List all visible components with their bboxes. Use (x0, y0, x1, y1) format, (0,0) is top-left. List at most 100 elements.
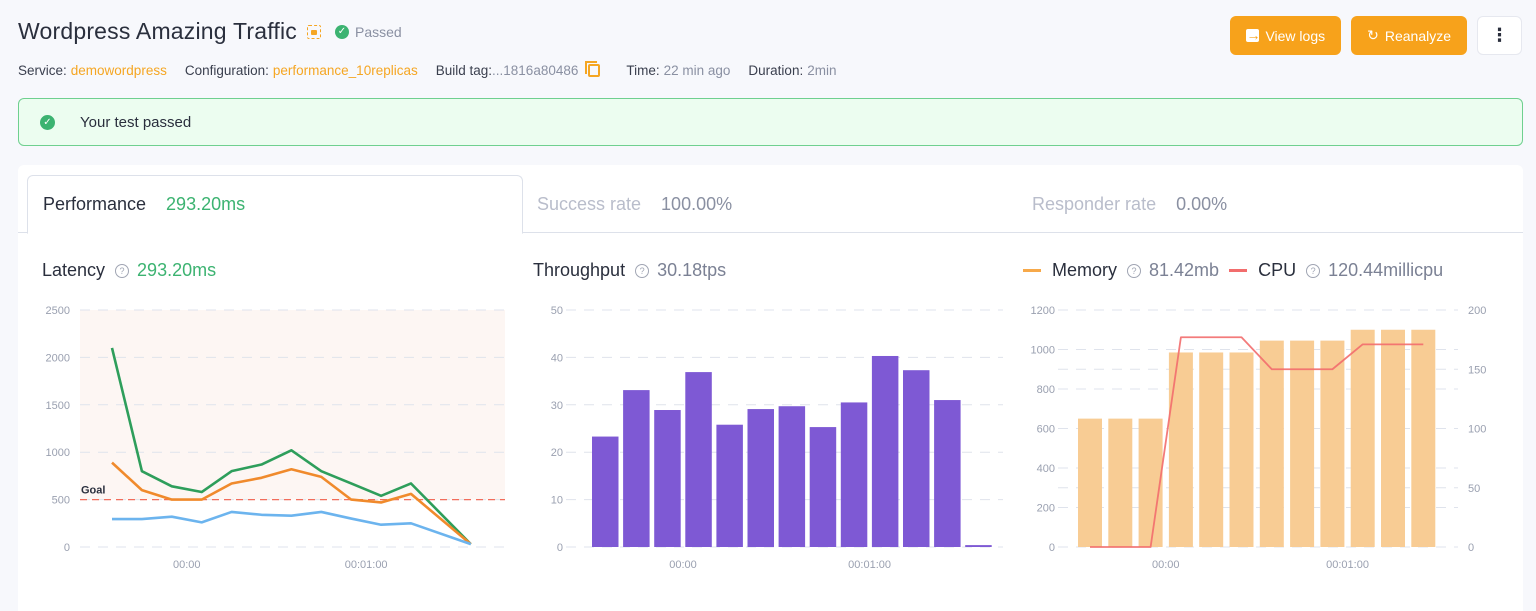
build-tag-value: ...1816a80486 (492, 63, 579, 78)
memory-bar (1381, 329, 1405, 547)
y-tick-label: 30 (551, 400, 563, 412)
alert-text: Your test passed (80, 113, 192, 131)
refresh-icon: ↻ (1367, 27, 1379, 43)
service-link[interactable]: demowordpress (70, 63, 167, 78)
series-line-p99 (110, 347, 472, 546)
tab-responder-rate[interactable]: Responder rate 0.00% (1032, 175, 1227, 233)
y-left-tick-label: 1000 (1031, 345, 1055, 357)
x-tick-label: 00:01:00 (345, 559, 388, 571)
memory-bar (1138, 418, 1163, 547)
page-title: Wordpress Amazing Traffic (18, 18, 297, 44)
throughput-bar (871, 355, 899, 547)
tab-label: Responder rate (1032, 193, 1157, 214)
help-icon[interactable]: ? (115, 263, 130, 278)
latency-header: Latency ? 293.20ms (42, 260, 216, 281)
metric-tabs: Performance 293.20ms Success rate 100.00… (18, 165, 1523, 234)
x-tick-label: 00:01:00 (1326, 559, 1369, 571)
screenshot-icon[interactable] (306, 24, 321, 39)
configuration-label: Configuration: (184, 63, 269, 78)
help-icon[interactable]: ? (635, 263, 650, 278)
y-tick-label: 500 (52, 495, 70, 507)
tab-performance[interactable]: Performance 293.20ms (27, 175, 523, 234)
memory-bar (1168, 352, 1193, 547)
y-left-tick-label: 200 (1037, 503, 1055, 515)
throughput-bar (965, 545, 992, 547)
meta-build-tag: Build tag: ...1816a80486 (436, 61, 601, 78)
series-line-p95 (111, 461, 472, 546)
y-tick-label: 40 (551, 352, 563, 364)
tab-value: 0.00% (1176, 193, 1228, 214)
memory-bar (1229, 352, 1254, 547)
y-tick-label: 10 (551, 495, 563, 507)
throughput-bar (623, 390, 650, 547)
y-left-tick-label: 600 (1037, 424, 1055, 436)
above-goal-zone (80, 310, 505, 500)
tab-success-rate[interactable]: Success rate 100.00% (537, 175, 732, 233)
cpu-value: 120.44millicpu (1328, 260, 1444, 280)
throughput-bar (934, 400, 961, 547)
cpu-title: CPU (1258, 260, 1297, 280)
y-right-tick-label: 100 (1468, 424, 1486, 436)
throughput-bar (809, 427, 837, 547)
status-badge: ✓ Passed (334, 24, 402, 40)
meta-service: Service: demowordpress (18, 63, 167, 78)
latency-title: Latency (42, 260, 106, 280)
y-right-tick-label: 50 (1468, 483, 1480, 495)
configuration-link[interactable]: performance_10replicas (272, 63, 418, 78)
throughput-bar (747, 409, 774, 547)
meta-configuration: Configuration: performance_10replicas (185, 63, 418, 78)
cpu-legend-swatch (1229, 269, 1248, 272)
x-tick-label: 00:00 (669, 559, 697, 571)
y-right-tick-label: 150 (1468, 364, 1486, 376)
tab-label: Performance (43, 194, 147, 214)
cpu-line (1090, 336, 1424, 548)
throughput-value: 30.18tps (657, 260, 727, 280)
y-tick-label: 2000 (46, 352, 70, 364)
view-logs-button[interactable]: → View logs (1230, 16, 1342, 55)
resources-header: Memory ? 81.42mb CPU ? 120.44millicpu (1023, 260, 1443, 281)
reanalyze-label: Reanalyze (1384, 27, 1451, 44)
resources-chart: 0 200 400 600 800 1000 1200 0 50 100 150 200 00:00 00… (1031, 305, 1487, 571)
y-tick-label: 50 (551, 305, 563, 317)
more-options-button[interactable]: ⋮ (1477, 16, 1522, 55)
memory-bar (1350, 329, 1375, 547)
goal-label: Goal (81, 485, 105, 497)
help-icon[interactable]: ? (1127, 263, 1142, 278)
memory-bar (1108, 418, 1133, 547)
latency-value: 293.20ms (137, 260, 217, 280)
more-vertical-icon: ⋮ (1490, 25, 1509, 45)
y-tick-label: 1500 (46, 400, 70, 412)
y-tick-label: 0 (557, 542, 563, 554)
reanalyze-button[interactable]: ↻ Reanalyze (1351, 16, 1467, 55)
memory-bar (1320, 340, 1345, 547)
y-left-tick-label: 1200 (1031, 305, 1055, 317)
memory-bar (1199, 352, 1224, 547)
y-tick-label: 2500 (46, 305, 70, 317)
memory-value: 81.42mb (1149, 260, 1220, 280)
tab-label: Success rate (537, 193, 642, 214)
check-circle-icon: ✓ (40, 114, 55, 130)
help-icon[interactable]: ? (1306, 263, 1321, 278)
x-tick-label: 00:01:00 (848, 559, 891, 571)
memory-bar (1290, 340, 1315, 547)
meta-time: Time: 22 min ago (626, 63, 730, 78)
title-row: Wordpress Amazing Traffic ✓ Passed (18, 18, 402, 45)
memory-title: Memory (1052, 260, 1118, 280)
memory-bar (1078, 418, 1102, 547)
time-label: Time: (626, 63, 660, 78)
throughput-bar (840, 402, 868, 547)
throughput-bar (716, 424, 743, 547)
tab-value: 293.20ms (166, 194, 246, 214)
series-line-p50 (112, 510, 472, 546)
service-label: Service: (18, 63, 67, 78)
view-logs-label: View logs (1265, 27, 1326, 44)
meta-row: Service: demowordpress Configuration: pe… (18, 61, 854, 78)
memory-legend-swatch (1023, 269, 1041, 272)
throughput-bar (592, 436, 619, 547)
x-tick-label: 00:00 (1152, 559, 1180, 571)
y-tick-label: 20 (551, 447, 563, 459)
results-panel: Performance 293.20ms Success rate 100.00… (18, 165, 1523, 611)
memory-bar (1411, 329, 1436, 547)
y-tick-label: 0 (64, 542, 70, 554)
copy-icon[interactable] (585, 61, 601, 77)
